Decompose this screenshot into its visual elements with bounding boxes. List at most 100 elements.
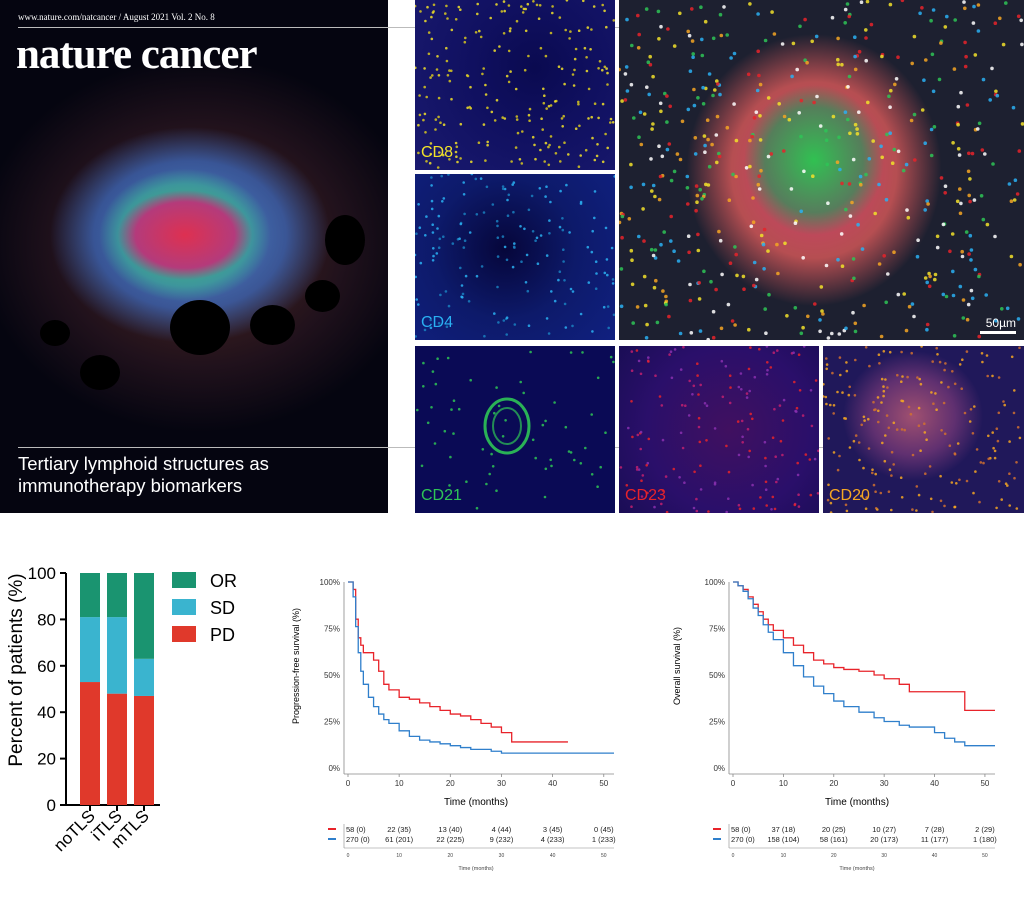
- cell-dot: [439, 293, 442, 297]
- cell-dot: [960, 254, 965, 259]
- cell-dot: [846, 85, 850, 89]
- cell-dot: [814, 34, 819, 39]
- cell-dot: [505, 74, 509, 78]
- cell-dot: [781, 419, 785, 422]
- cell-dot: [854, 434, 858, 437]
- cell-dot: [907, 304, 912, 309]
- cell-dot: [603, 9, 606, 13]
- cell-dot: [540, 117, 543, 120]
- cell-dot: [821, 312, 825, 316]
- cell-dot: [431, 223, 434, 226]
- cell-dot: [847, 74, 852, 79]
- cell-dot: [960, 249, 964, 254]
- cover-headline-line1: Tertiary lymphoid structures as: [18, 453, 269, 474]
- cell-dot: [432, 247, 435, 250]
- cell-dot: [764, 456, 767, 460]
- cell-dot: [601, 3, 604, 7]
- cell-dot: [429, 76, 432, 79]
- cell-dot: [853, 394, 857, 397]
- cell-dot: [486, 140, 489, 144]
- risk-x-tick-label: 10: [396, 853, 402, 859]
- cell-dot: [430, 176, 433, 179]
- cell-dot: [625, 89, 630, 93]
- cell-dot: [991, 374, 994, 378]
- cell-dot: [713, 427, 717, 430]
- cell-dot: [943, 368, 946, 372]
- cell-dot: [699, 464, 702, 467]
- cell-dot: [645, 464, 648, 467]
- pfs-risk-xlabel: Time (months): [458, 866, 493, 872]
- cell-dot: [554, 152, 558, 155]
- cell-dot: [882, 350, 886, 353]
- cell-dot: [993, 234, 997, 239]
- cell-dot: [601, 68, 604, 72]
- cell-dot: [627, 217, 632, 221]
- cell-dot: [543, 495, 547, 499]
- cell-dot: [459, 122, 463, 126]
- cell-dot: [929, 127, 934, 132]
- cell-dot: [874, 408, 877, 411]
- bar-y-tick-label: 0: [47, 796, 56, 815]
- cell-dot: [706, 337, 710, 340]
- cell-dot: [909, 412, 913, 416]
- cell-dot: [669, 239, 673, 243]
- cell-dot: [944, 294, 949, 299]
- cell-dot: [1013, 178, 1018, 182]
- cell-dot: [733, 245, 737, 249]
- cell-dot: [587, 117, 590, 120]
- cell-dot: [1000, 307, 1004, 311]
- cell-dot: [763, 307, 767, 311]
- cd21-label: CD21: [421, 487, 462, 504]
- cell-dot: [998, 16, 1002, 21]
- cell-dot: [736, 420, 740, 423]
- cell-dot: [780, 42, 785, 46]
- cell-dot: [759, 233, 764, 238]
- cell-dot: [858, 174, 863, 179]
- cell-dot: [724, 364, 728, 368]
- cell-dot: [650, 189, 654, 193]
- cell-dot: [939, 474, 942, 478]
- cell-dot: [526, 289, 530, 293]
- cell-dot: [590, 28, 593, 31]
- cell-dot: [446, 356, 450, 360]
- cell-dot: [605, 25, 608, 29]
- cell-dot: [526, 2, 530, 6]
- cell-dot: [505, 316, 509, 319]
- cell-dot: [892, 147, 897, 152]
- cell-dot: [883, 459, 887, 463]
- cell-dot: [862, 466, 865, 470]
- cell-dot: [752, 507, 756, 510]
- cell-dot: [476, 2, 479, 6]
- cell-dot: [527, 324, 531, 327]
- cell-dot: [831, 371, 834, 375]
- cell-dot: [748, 164, 752, 169]
- risk-x-tick-label: 20: [831, 853, 837, 859]
- cell-dot: [864, 58, 868, 63]
- cell-dot: [631, 435, 634, 439]
- cell-dot: [853, 35, 857, 39]
- cell-dot: [699, 5, 703, 9]
- cell-dot: [435, 68, 439, 71]
- cell-dot: [579, 154, 582, 157]
- cell-dot: [934, 392, 937, 395]
- cell-dot: [447, 304, 451, 308]
- risk-table-cell: 0 (45): [594, 825, 614, 834]
- journal-title: nature cancer: [16, 31, 258, 78]
- cell-dot: [970, 296, 975, 301]
- cell-dot: [549, 200, 552, 204]
- cell-dot: [911, 508, 914, 511]
- cell-dot: [502, 319, 506, 322]
- cell-dot: [630, 350, 634, 353]
- legend-swatch-pd: [172, 626, 196, 642]
- cell-dot: [495, 386, 498, 389]
- cell-dot: [545, 185, 548, 188]
- cell-dot: [885, 414, 889, 417]
- cell-dot: [428, 161, 432, 165]
- cell-dot: [448, 484, 451, 487]
- cell-dot: [711, 36, 716, 41]
- cell-dot: [725, 510, 728, 513]
- cell-dot: [574, 47, 578, 51]
- cell-dot: [995, 427, 999, 430]
- cell-dot: [962, 0, 966, 4]
